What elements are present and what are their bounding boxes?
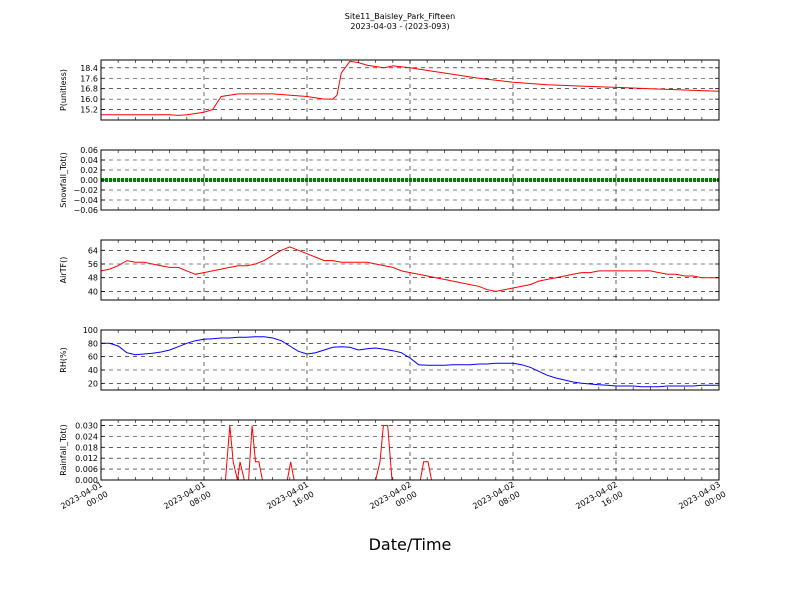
y-tick-label: 0.06 <box>80 146 98 155</box>
panels-group: 15.216.016.817.618.4P(unitless)−0.06−0.0… <box>59 59 720 485</box>
y-tick-label: 17.6 <box>80 74 98 83</box>
series-line-1 <box>101 60 720 116</box>
y-tick-label: 0.024 <box>75 432 98 441</box>
y-tick-label: 48 <box>88 274 98 283</box>
y-tick-label: −0.06 <box>73 206 98 215</box>
y-tick-label: 0.000 <box>75 476 98 485</box>
y-tick-label: 80 <box>88 339 98 348</box>
y-tick-label: 40 <box>88 287 98 296</box>
figure-subtitle: 2023-04-03 - (2023-093) <box>350 22 449 31</box>
y-tick-label: −0.02 <box>73 186 98 195</box>
series-line-3 <box>100 246 719 292</box>
y-tick-label: 0.030 <box>75 421 98 430</box>
y-tick-label: 100 <box>83 326 98 335</box>
y-tick-label: 0.006 <box>75 465 98 474</box>
y-tick-label: 0.04 <box>80 156 98 165</box>
y-tick-label: 0.012 <box>75 454 98 463</box>
y-tick-label: 56 <box>88 260 98 269</box>
y-axis-label: AirTF() <box>59 257 68 284</box>
y-tick-label: 20 <box>88 379 98 388</box>
y-axis-label: Snowfall_Tot() <box>59 152 68 208</box>
chart-panel-4: 20 40 60 80 100 RH(%) <box>59 326 720 391</box>
chart-panel-2: −0.06−0.04−0.020.000.020.040.06 Snowfall_… <box>59 146 720 215</box>
x-axis-label: Date/Time <box>369 535 452 554</box>
chart-panel-5: 0.000 0.006 0.012 0.018 0.024 0.030 Rainfall_T… <box>59 419 720 485</box>
chart-panel-3: 40 48 56 64 AirTF() <box>59 239 720 301</box>
y-tick-label: 0.02 <box>80 166 98 175</box>
y-tick-label: 60 <box>88 353 98 362</box>
y-axis-label: RH(%) <box>59 347 68 372</box>
y-axis-label: Rainfall_Tot() <box>59 424 68 476</box>
y-axis-label: P(unitless) <box>59 69 68 111</box>
chart-panel-1: 15.2 16.016.8 17.618.4 P(unitless) <box>59 59 720 121</box>
figure-title: Site11_Baisley_Park_Fifteen <box>345 12 455 21</box>
y-tick-label: 18.4 <box>80 64 98 73</box>
y-tick-label: 16.0 <box>80 95 98 104</box>
y-tick-label: 0.018 <box>75 443 98 452</box>
y-tick-label: 0.00 <box>80 176 98 185</box>
y-tick-label: −0.04 <box>73 196 98 205</box>
y-tick-label: 15.2 <box>80 106 98 115</box>
y-tick-label: 40 <box>88 366 98 375</box>
y-tick-label: 64 <box>88 246 98 255</box>
series-line-4 <box>101 336 719 388</box>
y-tick-label: 16.8 <box>80 85 98 94</box>
